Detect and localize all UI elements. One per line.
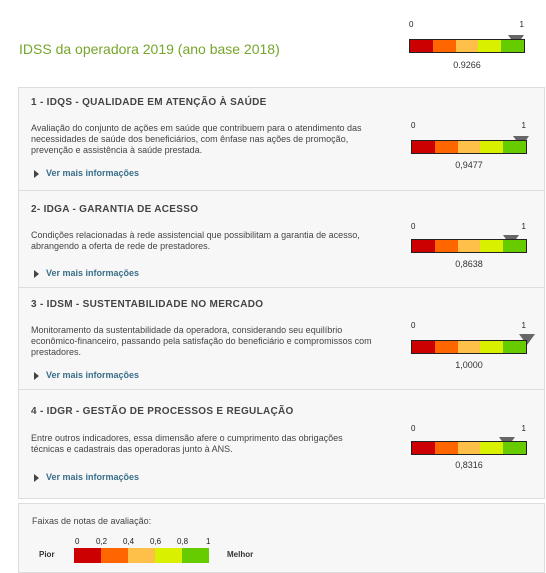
section-title: 4 - IDGR - GESTÃO DE PROCESSOS E REGULAÇ… <box>31 406 294 417</box>
section-gauge: 0 1 1,0000 <box>411 321 535 373</box>
section-title: 1 - IDQS - QUALIDADE EM ATENÇÃO À SAÚDE <box>31 97 267 108</box>
section-description: Condições relacionadas à rede assistenci… <box>31 230 360 251</box>
triangle-right-icon <box>34 169 39 178</box>
dimension-section-idgr: 4 - IDGR - GESTÃO DE PROCESSOS E REGULAÇ… <box>19 390 544 498</box>
legend-tick: 0,6 <box>150 537 162 546</box>
more-info-link[interactable]: Ver mais informações <box>34 268 139 278</box>
gauge-scale-min: 0 <box>409 20 414 29</box>
gauge-scale-min: 0 <box>411 222 416 231</box>
more-info-link[interactable]: Ver mais informações <box>34 472 139 482</box>
rating-legend: Faixas de notas de avaliação: Pior 0 0,2… <box>18 503 545 573</box>
gauge-bar <box>411 239 527 253</box>
legend-better-label: Melhor <box>227 550 254 559</box>
more-info-label: Ver mais informações <box>46 268 140 278</box>
gauge-scale-max: 1 <box>521 321 526 330</box>
gauge-bar <box>411 340 527 354</box>
dimension-section-idsm: 3 - IDSM - SUSTENTABILIDADE NO MERCADO M… <box>19 288 544 390</box>
overall-gauge: 0 1 0.9266 <box>409 20 525 72</box>
gauge-value: 0,8316 <box>455 460 483 470</box>
legend-tick: 0,8 <box>177 537 189 546</box>
section-description: Monitoramento da sustentabilidade da ope… <box>31 325 372 357</box>
gauge-scale-min: 0 <box>411 424 416 433</box>
more-info-label: Ver mais informações <box>46 370 140 380</box>
legend-tick: 0 <box>75 537 80 546</box>
gauge-scale-max: 1 <box>521 222 526 231</box>
section-gauge: 0 1 0,9477 <box>411 121 529 173</box>
gauge-marker-icon <box>519 334 535 345</box>
more-info-label: Ver mais informações <box>46 168 140 178</box>
gauge-value: 0.9266 <box>453 60 481 70</box>
gauge-scale-max: 1 <box>519 20 524 29</box>
section-title: 3 - IDSM - SUSTENTABILIDADE NO MERCADO <box>31 299 264 310</box>
gauge-value: 0,9477 <box>455 160 483 170</box>
legend-tick: 0,4 <box>123 537 135 546</box>
legend-color-bar <box>74 548 209 563</box>
triangle-right-icon <box>34 269 39 278</box>
section-gauge: 0 1 0,8316 <box>411 424 527 476</box>
dimension-section-idga: 2- IDGA - GARANTIA DE ACESSO Condições r… <box>19 191 544 288</box>
gauge-value: 0,8638 <box>455 259 483 269</box>
gauge-bar <box>411 441 527 455</box>
dimensions-panel <box>18 87 545 499</box>
section-gauge: 0 1 0,8638 <box>411 222 527 274</box>
legend-tick: 1 <box>206 537 211 546</box>
legend-worse-label: Pior <box>39 550 55 559</box>
gauge-bar <box>411 140 527 154</box>
section-title: 2- IDGA - GARANTIA DE ACESSO <box>31 204 199 215</box>
gauge-bar <box>409 39 525 53</box>
legend-title: Faixas de notas de avaliação: <box>32 516 152 526</box>
legend-tick: 0,2 <box>96 537 108 546</box>
triangle-right-icon <box>34 371 39 380</box>
legend-ticks: 0 0,2 0,4 0,6 0,8 1 <box>75 537 210 547</box>
gauge-scale-max: 1 <box>521 121 526 130</box>
gauge-scale-min: 0 <box>411 121 416 130</box>
section-description: Entre outros indicadores, essa dimensão … <box>31 433 343 454</box>
more-info-link[interactable]: Ver mais informações <box>34 168 139 178</box>
more-info-label: Ver mais informações <box>46 472 140 482</box>
gauge-value: 1,0000 <box>455 360 483 370</box>
triangle-right-icon <box>34 473 39 482</box>
section-description: Avaliação do conjunto de ações em saúde … <box>31 123 362 155</box>
gauge-scale-min: 0 <box>411 321 416 330</box>
page-title: IDSS da operadora 2019 (ano base 2018) <box>19 41 280 57</box>
dimension-section-idqs: 1 - IDQS - QUALIDADE EM ATENÇÃO À SAÚDE … <box>19 88 544 191</box>
gauge-scale-max: 1 <box>521 424 526 433</box>
more-info-link[interactable]: Ver mais informações <box>34 370 139 380</box>
